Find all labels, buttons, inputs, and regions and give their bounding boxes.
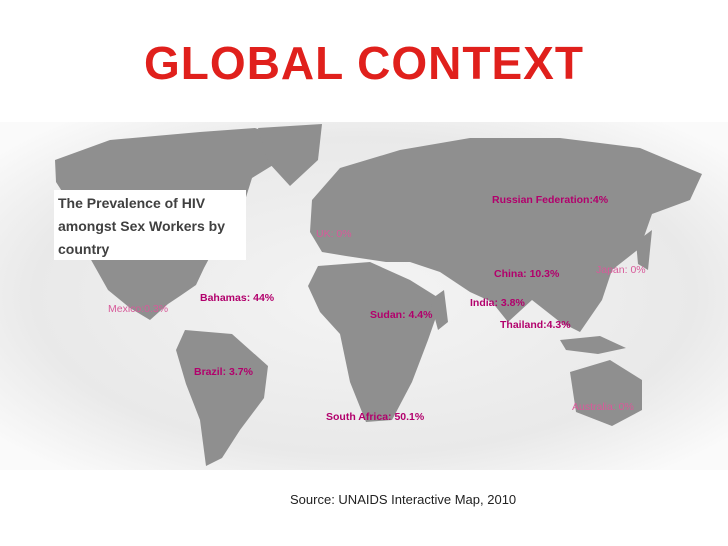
country-label: Thailand:4.3% bbox=[500, 319, 571, 331]
country-label: India: 3.8% bbox=[470, 297, 525, 309]
country-label: Australia: 0% bbox=[572, 401, 634, 413]
country-label: UK: 0% bbox=[316, 228, 352, 240]
country-label: Brazil: 3.7% bbox=[194, 366, 253, 378]
slide-title: GLOBAL CONTEXT bbox=[144, 37, 584, 89]
country-label: Sudan: 4.4% bbox=[370, 309, 433, 321]
country-label: Russian Federation:4% bbox=[492, 194, 609, 206]
country-label: Mexico:0.3% bbox=[108, 303, 169, 315]
country-label: Bahamas: 44% bbox=[200, 292, 275, 304]
country-label: Japan: 0% bbox=[596, 264, 646, 276]
source-note: Source: UNAIDS Interactive Map, 2010 bbox=[290, 492, 517, 507]
info-box: The Prevalence of HIV amongst Sex Worker… bbox=[54, 190, 246, 260]
country-label: South Africa: 50.1% bbox=[326, 411, 425, 423]
country-label: China: 10.3% bbox=[494, 268, 560, 280]
